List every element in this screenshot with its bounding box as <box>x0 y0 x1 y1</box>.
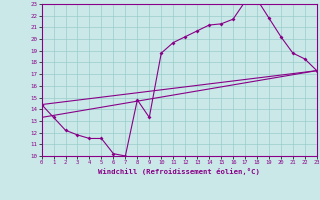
X-axis label: Windchill (Refroidissement éolien,°C): Windchill (Refroidissement éolien,°C) <box>98 168 260 175</box>
